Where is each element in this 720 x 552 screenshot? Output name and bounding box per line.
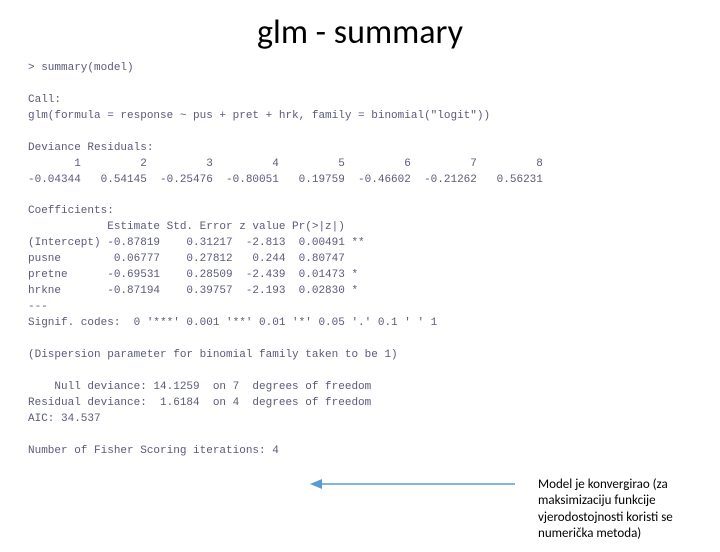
coef-header: Coefficients: xyxy=(28,204,692,220)
fisher-scoring: Number of Fisher Scoring iterations: 4 xyxy=(28,444,692,460)
dispersion-line: (Dispersion parameter for binomial famil… xyxy=(28,348,692,364)
call-line: glm(formula = response ~ pus + pret + hr… xyxy=(28,109,692,125)
coef-pretne: pretne -0.69531 0.28509 -2.439 0.01473 * xyxy=(28,268,692,284)
coef-hrkne: hrkne -0.87194 0.39757 -2.193 0.02830 * xyxy=(28,284,692,300)
deviance-residuals-index: 1 2 3 4 5 6 7 8 xyxy=(28,157,692,173)
slide-title: glm - summary xyxy=(0,12,720,53)
aic-line: AIC: 34.537 xyxy=(28,412,692,428)
prompt-line: > summary(model) xyxy=(28,61,692,77)
coef-columns: Estimate Std. Error z value Pr(>|z|) xyxy=(28,220,692,236)
deviance-residuals-values: -0.04344 0.54145 -0.25476 -0.80051 0.197… xyxy=(28,173,692,189)
signif-codes: Signif. codes: 0 '***' 0.001 '**' 0.01 '… xyxy=(28,316,692,332)
dashes: --- xyxy=(28,300,692,316)
r-console-output: > summary(model) Call: glm(formula = res… xyxy=(0,61,720,459)
coef-intercept: (Intercept) -0.87819 0.31217 -2.813 0.00… xyxy=(28,236,692,252)
deviance-residuals-header: Deviance Residuals: xyxy=(28,141,692,157)
null-deviance: Null deviance: 14.1259 on 7 degrees of f… xyxy=(28,380,692,396)
residual-deviance: Residual deviance: 1.6184 on 4 degrees o… xyxy=(28,396,692,412)
arrow-icon xyxy=(310,476,520,492)
call-header: Call: xyxy=(28,93,692,109)
coef-pusne: pusne 0.06777 0.27812 0.244 0.80747 xyxy=(28,252,692,268)
annotation-text: Model je konvergirao (za maksimizaciju f… xyxy=(538,477,708,542)
